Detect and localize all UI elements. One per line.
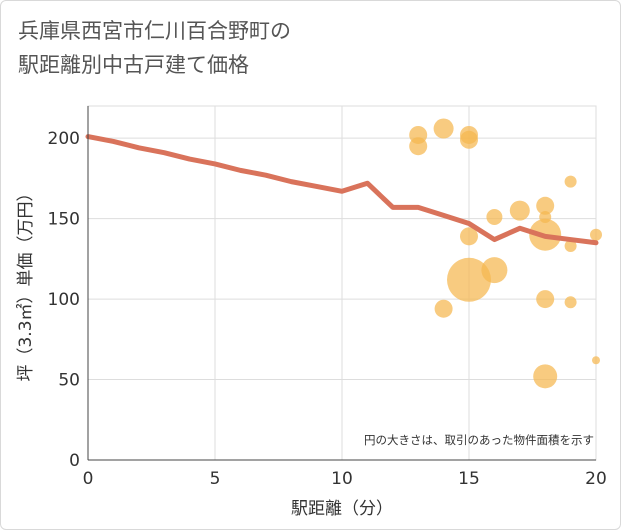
x-axis-label: 駅距離（分） [291, 499, 393, 519]
x-tick-label: 0 [83, 469, 94, 489]
bubble-size-note: 円の大きさは、取引のあった物件面積を示す [364, 433, 594, 447]
data-bubble [460, 227, 478, 246]
chart-title: 兵庫県西宮市仁川百合野町の 駅距離別中古戸建て価格 [18, 14, 578, 82]
y-axis-label: 坪（3.3㎡）単価（万円） [16, 184, 36, 381]
trend-line [85, 134, 599, 246]
data-bubble [536, 196, 555, 215]
data-bubble [460, 130, 478, 149]
grid [87, 105, 597, 461]
data-bubble [564, 175, 577, 188]
data-bubble [447, 257, 491, 302]
data-bubble [509, 200, 530, 221]
y-tick-label: 150 [48, 210, 80, 230]
data-bubble [409, 137, 428, 156]
data-bubble [433, 118, 454, 139]
chart-title-line1: 兵庫県西宮市仁川百合野町の [18, 19, 291, 43]
data-bubble [486, 209, 503, 226]
data-bubble [481, 257, 508, 284]
x-tick-label: 5 [210, 469, 221, 489]
y-tick-label: 200 [48, 129, 80, 149]
y-tick-label: 0 [69, 451, 80, 471]
x-tick-label: 10 [331, 469, 353, 489]
x-tick-label: 20 [585, 469, 607, 489]
data-bubble [592, 356, 600, 365]
data-bubble [536, 290, 555, 309]
y-tick-label: 100 [48, 290, 80, 310]
data-bubble [564, 296, 577, 309]
chart-title-line2: 駅距離別中古戸建て価格 [18, 53, 249, 77]
y-tick-label: 50 [58, 371, 80, 391]
data-bubble [564, 239, 577, 252]
bubbles [409, 118, 602, 389]
x-tick-label: 15 [458, 469, 480, 489]
trend-line-group [85, 134, 599, 246]
data-bubble [590, 228, 602, 241]
data-bubble [434, 299, 453, 318]
data-bubble [533, 364, 558, 389]
